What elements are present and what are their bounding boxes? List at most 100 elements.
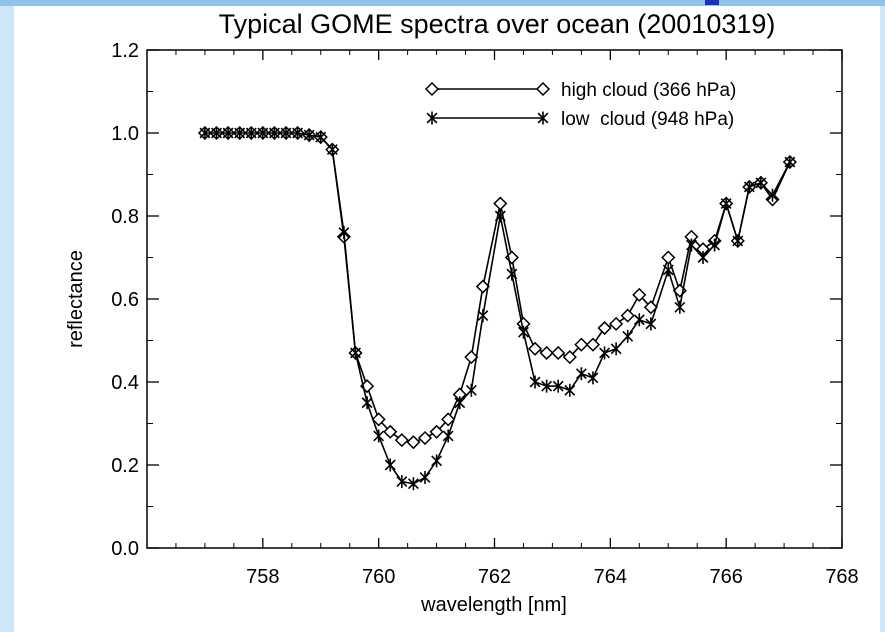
plot-panel [14, 0, 880, 632]
legend-diamond-icon [424, 81, 440, 97]
data-point-low-cloud [610, 342, 622, 356]
legend-marker-high-cloud [424, 81, 440, 97]
data-point-low-cloud [494, 209, 506, 223]
data-point-high-cloud [406, 435, 421, 450]
x-tick-label: 768 [825, 566, 858, 588]
data-point-low-cloud [245, 126, 257, 140]
data-point-low-cloud [564, 383, 576, 397]
data-point-low-cloud [784, 155, 796, 169]
x-tick-label: 762 [478, 566, 511, 588]
data-point-low-cloud [454, 396, 466, 410]
data-point-low-cloud [396, 475, 408, 489]
data-point-high-cloud [383, 424, 398, 439]
data-point-high-cloud [539, 345, 554, 361]
x-axis: 758 760 762 764 766 768 [175, 50, 859, 588]
legend: high cloud (366 hPa) low cloud (948 hPa) [424, 80, 736, 130]
data-point-low-cloud [222, 126, 234, 140]
data-point-low-cloud [622, 329, 634, 343]
data-point-low-cloud [211, 126, 222, 140]
x-tick-label: 766 [709, 566, 742, 588]
data-point-low-cloud [541, 379, 553, 393]
data-point-low-cloud [465, 383, 477, 397]
y-tick-label: 1.0 [111, 123, 139, 145]
y-axis-label: reflectance [65, 250, 87, 348]
data-point-low-cloud [384, 458, 396, 472]
data-point-low-cloud [326, 143, 338, 157]
data-point-low-cloud [720, 197, 732, 211]
legend-label-low-cloud: low cloud (948 hPa) [561, 109, 734, 130]
data-point-low-cloud [587, 371, 599, 385]
data-point-high-cloud [527, 341, 543, 356]
data-point-low-cloud [575, 367, 587, 381]
data-point-high-cloud [551, 345, 566, 361]
series-high-cloud [197, 125, 797, 450]
data-point-high-cloud [609, 316, 624, 331]
data-point-low-cloud [599, 346, 610, 360]
data-point-low-cloud [674, 300, 686, 314]
legend-diamond-icon [535, 81, 551, 97]
data-point-high-cloud [493, 196, 508, 211]
data-point-low-cloud [268, 126, 280, 140]
data-point-high-cloud [632, 287, 647, 302]
data-point-low-cloud [767, 188, 778, 202]
data-point-low-cloud [419, 470, 431, 484]
data-point-low-cloud [552, 379, 564, 393]
data-point-high-cloud [661, 250, 676, 265]
data-point-low-cloud [506, 267, 518, 281]
legend-marker-high-cloud [535, 81, 551, 97]
top-banner-mark [705, 0, 719, 5]
data-point-low-cloud [373, 429, 385, 443]
data-point-low-cloud [315, 130, 327, 144]
data-point-high-cloud [597, 320, 612, 336]
data-point-low-cloud [477, 309, 489, 323]
x-axis-label: wavelength [nm] [420, 594, 567, 616]
data-point-high-cloud [574, 337, 589, 352]
data-point-low-cloud [338, 226, 350, 240]
data-point-low-cloud [732, 234, 744, 248]
y-tick-label: 0.8 [111, 206, 139, 228]
data-point-high-cloud [464, 350, 479, 365]
data-point-low-cloud [280, 126, 292, 140]
data-point-low-cloud [755, 176, 767, 190]
data-point-low-cloud [234, 126, 246, 140]
data-point-high-cloud [475, 279, 490, 294]
legend-asterisk-icon [537, 111, 549, 125]
data-point-low-cloud [697, 251, 709, 264]
data-point-low-cloud [645, 317, 657, 331]
data-point-low-cloud [442, 429, 454, 443]
data-point-low-cloud [431, 454, 443, 468]
data-point-low-cloud [529, 375, 541, 389]
data-point-high-cloud [643, 300, 658, 315]
data-point-low-cloud [292, 126, 304, 140]
x-tick-label: 758 [246, 566, 279, 588]
series-layer [197, 125, 797, 491]
data-point-low-cloud [361, 396, 373, 410]
y-tick-label: 0.4 [111, 372, 139, 394]
data-point-low-cloud [407, 477, 419, 491]
data-point-high-cloud [441, 412, 456, 427]
top-banner-strip [0, 0, 885, 6]
data-point-low-cloud [633, 313, 645, 327]
data-point-low-cloud [199, 126, 211, 140]
data-point-low-cloud [685, 238, 697, 252]
chart-title: Typical GOME spectra over ocean (2001031… [219, 9, 776, 39]
data-point-high-cloud [620, 308, 635, 323]
series-line-high-cloud [204, 132, 791, 444]
legend-label-high-cloud: high cloud (366 hPa) [561, 80, 736, 101]
data-point-low-cloud [743, 180, 755, 194]
data-point-low-cloud [257, 126, 269, 140]
y-tick-label: 0.2 [111, 455, 139, 477]
data-point-high-cloud [371, 412, 386, 427]
legend-asterisk-icon [426, 111, 438, 125]
data-point-low-cloud [303, 128, 315, 142]
series-low-cloud [199, 126, 796, 491]
y-tick-label: 1.2 [111, 40, 139, 62]
data-point-high-cloud [394, 433, 409, 448]
data-point-low-cloud [709, 238, 721, 252]
data-point-high-cloud [429, 424, 444, 439]
series-line-low-cloud [204, 132, 791, 485]
data-point-low-cloud [350, 346, 361, 360]
data-point-high-cloud [585, 337, 601, 352]
